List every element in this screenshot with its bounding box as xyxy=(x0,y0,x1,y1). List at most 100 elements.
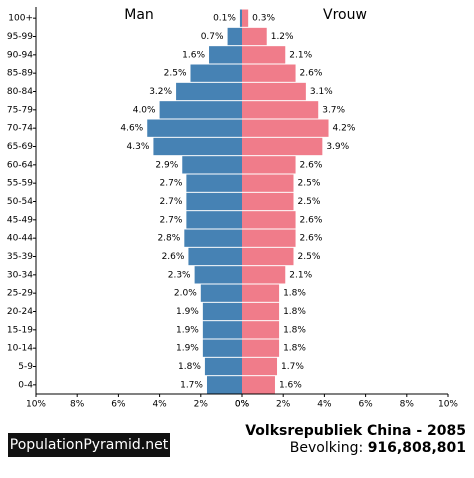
x-tick-label: 6% xyxy=(111,400,126,410)
y-tick-label: 0-4 xyxy=(18,380,33,390)
bar xyxy=(242,192,294,211)
brand-box xyxy=(8,433,170,457)
bar xyxy=(204,357,242,376)
value-label: 3.9% xyxy=(326,142,349,152)
bar xyxy=(242,156,296,174)
chart-title: Volksrepubliek China - 2085 xyxy=(245,423,466,439)
bar xyxy=(242,27,267,46)
value-label: 1.7% xyxy=(180,380,203,390)
population: Bevolking: 916,808,801 xyxy=(290,440,466,456)
value-label: 1.8% xyxy=(283,344,306,354)
bar xyxy=(206,376,242,394)
y-tick-label: 30-34 xyxy=(7,270,33,280)
bar xyxy=(242,211,296,229)
bar xyxy=(202,339,242,357)
bar xyxy=(227,27,242,46)
x-tick-label: 10% xyxy=(438,400,458,410)
x-tick-label: 2% xyxy=(276,400,291,410)
value-label: 2.5% xyxy=(298,179,321,189)
bar xyxy=(242,101,319,119)
y-tick-label: 90-94 xyxy=(7,50,33,60)
y-tick-label: 85-89 xyxy=(7,69,33,79)
bar xyxy=(184,229,242,247)
bar xyxy=(242,376,275,394)
value-label: 2.6% xyxy=(300,234,323,244)
value-label: 1.6% xyxy=(182,50,205,60)
bar xyxy=(176,82,242,101)
value-label: 4.0% xyxy=(133,105,156,115)
value-label: 2.7% xyxy=(160,215,183,225)
value-label: 3.2% xyxy=(149,87,172,97)
value-label: 2.3% xyxy=(168,270,191,280)
value-label: 0.7% xyxy=(201,32,224,42)
x-tick-label: 6% xyxy=(358,400,373,410)
x-tick-label: 0% xyxy=(235,400,250,410)
value-label: 2.1% xyxy=(289,50,312,60)
x-tick-label: 4% xyxy=(317,400,332,410)
bar xyxy=(242,46,286,64)
bar xyxy=(242,266,286,284)
value-label: 1.8% xyxy=(283,289,306,299)
y-tick-label: 20-24 xyxy=(7,307,33,317)
y-tick-label: 80-84 xyxy=(7,87,33,97)
value-label: 4.6% xyxy=(120,124,143,134)
value-label: 2.6% xyxy=(300,69,323,79)
value-label: 2.7% xyxy=(160,179,183,189)
value-label: 3.1% xyxy=(310,87,333,97)
bar xyxy=(242,229,296,247)
bar xyxy=(194,266,242,284)
y-tick-label: 10-14 xyxy=(7,344,33,354)
value-label: 2.5% xyxy=(298,252,321,262)
y-tick-label: 75-79 xyxy=(7,105,33,115)
y-tick-label: 25-29 xyxy=(7,289,33,299)
bar xyxy=(242,321,280,339)
bar xyxy=(153,137,242,156)
bar xyxy=(159,101,242,119)
value-label: 1.9% xyxy=(176,344,199,354)
y-tick-label: 15-19 xyxy=(7,325,33,335)
value-label: 1.2% xyxy=(271,32,294,42)
legend-left: Man xyxy=(124,7,154,23)
bar xyxy=(242,302,280,321)
bar xyxy=(188,247,242,266)
bar xyxy=(242,137,323,156)
y-tick-label: 40-44 xyxy=(7,234,33,244)
x-tick-label: 2% xyxy=(194,400,209,410)
bar xyxy=(182,156,242,174)
y-tick-label: 35-39 xyxy=(7,252,33,262)
legend-right: Vrouw xyxy=(323,7,367,23)
bar xyxy=(242,119,329,137)
bar xyxy=(242,284,280,302)
bar xyxy=(186,192,242,211)
bar xyxy=(209,46,242,64)
value-label: 2.0% xyxy=(174,289,197,299)
value-label: 2.5% xyxy=(298,197,321,207)
population-label: Bevolking: xyxy=(290,440,363,456)
value-label: 2.6% xyxy=(300,215,323,225)
y-tick-label: 45-49 xyxy=(7,215,33,225)
bar xyxy=(186,174,242,192)
brand: PopulationPyramid.net xyxy=(10,437,169,453)
bar xyxy=(242,9,249,27)
y-tick-label: 55-59 xyxy=(7,179,33,189)
x-tick-label: 10% xyxy=(26,400,46,410)
value-label: 0.1% xyxy=(213,14,236,24)
bar xyxy=(242,247,294,266)
bar xyxy=(202,302,242,321)
population-value: 916,808,801 xyxy=(368,440,466,456)
bar xyxy=(190,64,242,82)
bar xyxy=(186,211,242,229)
value-label: 3.7% xyxy=(322,105,345,115)
bar xyxy=(239,9,242,27)
y-tick-label: 65-69 xyxy=(7,142,33,152)
value-label: 2.8% xyxy=(157,234,180,244)
value-label: 2.7% xyxy=(160,197,183,207)
value-label: 1.8% xyxy=(283,307,306,317)
value-label: 1.6% xyxy=(279,380,302,390)
bar xyxy=(242,339,280,357)
value-label: 0.3% xyxy=(252,14,275,24)
y-tick-label: 5-9 xyxy=(18,362,33,372)
value-label: 2.9% xyxy=(155,160,178,170)
bar xyxy=(242,64,296,82)
